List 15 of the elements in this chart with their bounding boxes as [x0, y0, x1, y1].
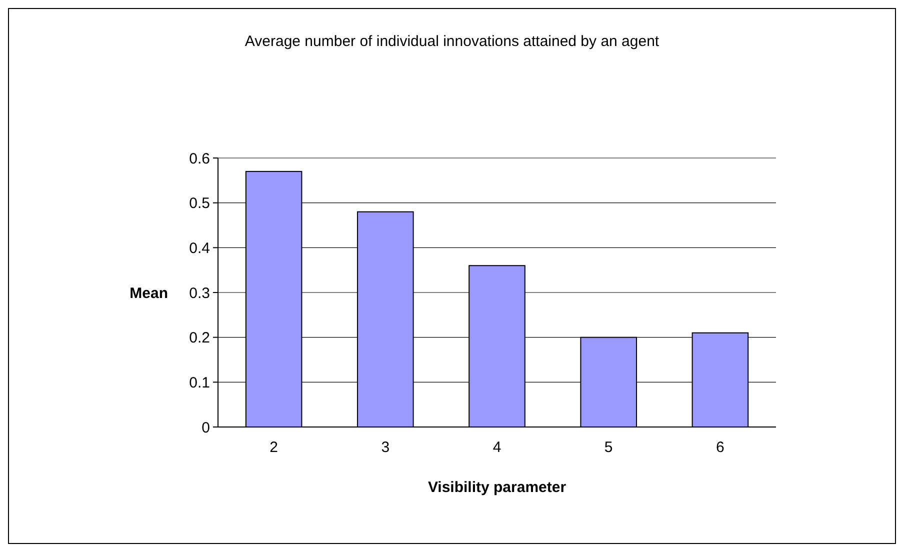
y-tick-label: 0.1 — [189, 374, 210, 392]
x-tick-label: 3 — [381, 439, 390, 456]
x-axis-title: Visibility parameter — [428, 479, 566, 496]
x-tick-label: 2 — [270, 439, 278, 456]
y-tick-label: 0 — [202, 419, 210, 436]
y-tick-label: 0.6 — [189, 150, 210, 168]
x-tick-label: 5 — [604, 439, 613, 456]
y-tick-label: 0.5 — [189, 195, 210, 212]
y-tick-label: 0.2 — [189, 330, 210, 347]
y-tick-label: 0.4 — [189, 240, 210, 257]
x-tick-label: 6 — [716, 439, 724, 456]
y-axis-title: Mean — [130, 284, 168, 302]
chart-title: Average number of individual innovations attained by an agent — [244, 33, 660, 50]
y-tick-label: 0.3 — [189, 284, 210, 302]
x-tick-label: 4 — [492, 439, 502, 456]
